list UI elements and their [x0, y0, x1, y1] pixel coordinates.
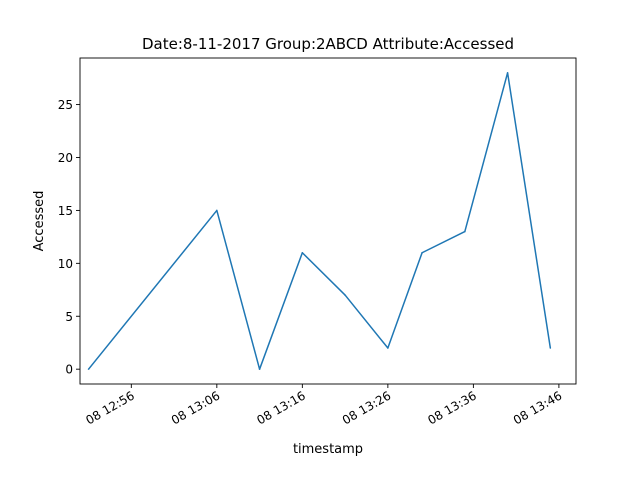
series-line — [87, 72, 552, 370]
x-tick-label: 08 13:46 — [511, 388, 564, 427]
chart-title: Date:8-11-2017 Group:2ABCD Attribute:Acc… — [142, 35, 514, 53]
x-axis-label: timestamp — [293, 442, 363, 457]
y-tick-label: 0 — [65, 363, 73, 377]
data-point — [387, 347, 389, 349]
x-tick-label: 08 13:36 — [425, 388, 478, 427]
data-point — [344, 294, 346, 296]
data-point — [216, 209, 218, 212]
y-tick-label: 25 — [58, 98, 73, 112]
data-point — [421, 252, 423, 254]
data-point — [549, 347, 552, 349]
x-tick-label: 08 13:16 — [254, 388, 307, 427]
x-tick-label: 08 13:06 — [169, 388, 222, 427]
plot-frame — [79, 57, 577, 385]
data-points — [87, 72, 552, 370]
y-axis-label: Accessed — [32, 191, 47, 252]
data-point — [87, 368, 90, 370]
data-point — [258, 368, 261, 370]
y-axis-ticks: 0 5 10 15 20 25 — [58, 98, 80, 377]
y-tick-label: 20 — [58, 151, 73, 165]
y-tick-label: 10 — [58, 257, 73, 271]
x-tick-label: 08 12:56 — [83, 388, 136, 427]
data-point — [506, 72, 509, 74]
x-axis-ticks: 08 12:56 08 13:06 08 13:16 08 13:26 08 13:36… — [83, 384, 564, 427]
plot-area — [80, 58, 576, 384]
data-point — [464, 230, 466, 233]
data-point — [301, 252, 304, 254]
y-tick-label: 5 — [65, 310, 73, 324]
y-tick-label: 15 — [58, 204, 73, 218]
x-tick-label: 08 13:26 — [340, 388, 393, 427]
